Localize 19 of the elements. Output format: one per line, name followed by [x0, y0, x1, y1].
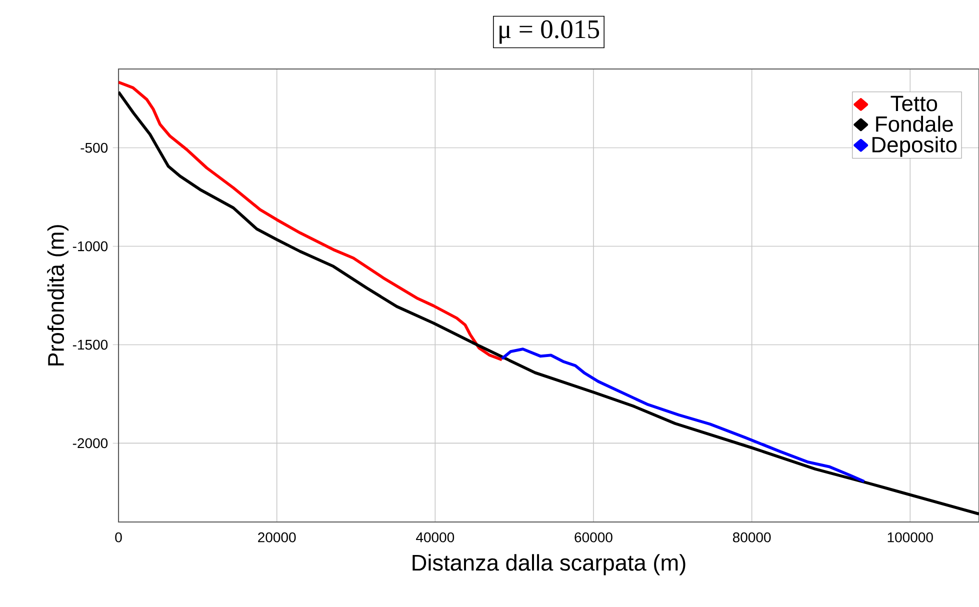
- y-tick-label: -2000: [72, 438, 108, 448]
- y-tick-label: -1500: [72, 340, 108, 350]
- x-axis-title: Distanza dalla scarpata (m): [412, 554, 686, 576]
- line-series: [500, 348, 866, 483]
- x-tick-label: 20000: [258, 532, 296, 542]
- y-axis-title: Profondità (m): [47, 225, 68, 366]
- y-tick-label: -500: [80, 142, 108, 153]
- line-series: [118, 90, 979, 516]
- x-tick-label: 0: [115, 532, 122, 542]
- legend-label: Fondale: [876, 116, 953, 132]
- x-tick-label: 60000: [574, 532, 612, 542]
- chart-title: μ = 0.015: [500, 20, 600, 44]
- x-tick-label: 100000: [888, 532, 933, 542]
- legend-label: Tetto: [890, 96, 938, 112]
- legend-label: Deposito: [872, 136, 957, 157]
- x-tick-label: 40000: [416, 532, 454, 542]
- line-series: [118, 80, 504, 362]
- x-tick-label: 80000: [732, 532, 771, 542]
- y-tick-label: -1000: [72, 241, 108, 252]
